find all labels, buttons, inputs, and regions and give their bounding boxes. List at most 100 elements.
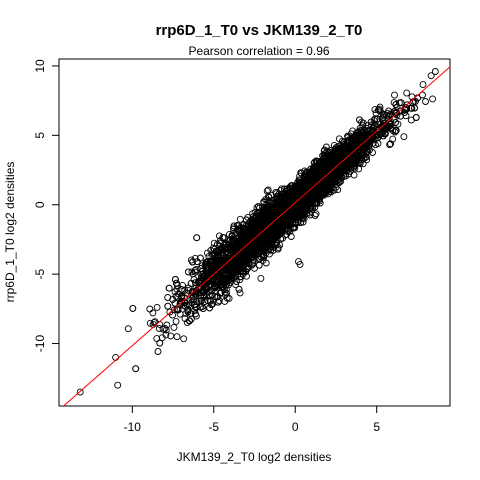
- data-point: [383, 123, 391, 131]
- data-point: [165, 284, 173, 292]
- data-point: [245, 240, 253, 248]
- data-point: [378, 129, 386, 137]
- data-point: [180, 335, 188, 343]
- data-point: [211, 283, 219, 291]
- data-point: [355, 159, 363, 167]
- data-point: [358, 118, 365, 126]
- data-point: [235, 222, 242, 230]
- data-point: [263, 246, 271, 254]
- data-point: [214, 252, 222, 260]
- data-point: [267, 246, 275, 254]
- data-point: [330, 171, 338, 179]
- data-point: [291, 184, 299, 191]
- data-point: [250, 219, 258, 227]
- data-point: [237, 261, 245, 269]
- data-point: [303, 187, 311, 195]
- data-point: [188, 299, 196, 306]
- data-point: [193, 258, 201, 266]
- data-point: [392, 119, 399, 127]
- data-point: [291, 224, 299, 232]
- data-point: [149, 309, 157, 317]
- data-point: [243, 221, 251, 229]
- data-point: [219, 233, 227, 241]
- data-point: [235, 241, 243, 249]
- data-point: [222, 245, 230, 253]
- data-point: [338, 137, 346, 145]
- data-point: [189, 258, 196, 266]
- data-point: [178, 294, 186, 302]
- data-point: [325, 177, 333, 185]
- data-point: [215, 248, 223, 256]
- data-point: [192, 310, 199, 318]
- data-point: [310, 195, 318, 203]
- data-point: [199, 305, 207, 313]
- data-point: [354, 143, 362, 151]
- data-point: [274, 245, 282, 253]
- chart-subtitle: Pearson correlation = 0.96: [188, 44, 329, 58]
- data-point: [349, 127, 357, 135]
- data-point: [208, 257, 216, 265]
- data-point: [419, 91, 426, 99]
- data-point: [411, 97, 419, 105]
- data-point: [251, 264, 258, 272]
- data-point: [348, 158, 355, 166]
- data-point: [253, 224, 261, 232]
- data-point: [338, 147, 346, 155]
- data-point: [203, 249, 211, 257]
- data-point: [199, 270, 207, 278]
- data-point: [355, 138, 363, 146]
- data-point: [362, 153, 370, 161]
- data-point: [371, 115, 379, 123]
- data-point: [289, 208, 297, 216]
- data-point: [132, 365, 140, 373]
- data-point: [159, 325, 167, 333]
- data-point: [181, 286, 189, 294]
- data-point: [155, 324, 163, 332]
- data-point: [260, 214, 268, 222]
- data-point: [237, 258, 245, 266]
- data-point: [268, 219, 276, 227]
- data-point: [298, 197, 306, 205]
- data-point: [340, 141, 348, 149]
- data-point: [258, 221, 266, 228]
- data-point: [403, 89, 411, 97]
- data-point: [277, 187, 285, 195]
- data-point: [261, 236, 269, 244]
- data-point: [183, 319, 191, 327]
- data-point: [215, 232, 223, 240]
- data-point: [204, 297, 212, 305]
- data-point: [260, 227, 268, 235]
- data-point: [171, 299, 179, 307]
- data-point: [200, 292, 208, 300]
- data-point: [257, 274, 265, 282]
- data-point: [353, 151, 361, 159]
- data-point: [208, 291, 216, 299]
- data-point: [265, 193, 273, 201]
- data-points: [76, 68, 439, 396]
- data-point: [220, 276, 228, 284]
- data-point: [359, 160, 367, 168]
- data-point: [278, 185, 286, 193]
- data-point: [312, 157, 320, 165]
- data-point: [322, 177, 330, 184]
- data-point: [332, 144, 340, 152]
- data-point: [368, 136, 376, 144]
- data-point: [306, 204, 314, 212]
- data-point: [280, 203, 288, 211]
- data-point: [129, 304, 137, 312]
- data-point: [245, 253, 252, 261]
- data-point: [223, 263, 231, 271]
- data-point: [320, 184, 328, 192]
- data-point: [199, 288, 207, 296]
- data-point: [371, 106, 379, 114]
- data-point: [220, 275, 228, 283]
- data-point: [279, 225, 287, 233]
- data-point: [301, 209, 309, 217]
- data-point: [184, 268, 192, 276]
- data-point: [174, 306, 182, 314]
- data-point: [164, 302, 172, 310]
- data-point: [311, 158, 319, 166]
- data-point: [192, 265, 200, 273]
- data-point: [248, 227, 256, 235]
- data-point: [270, 226, 278, 234]
